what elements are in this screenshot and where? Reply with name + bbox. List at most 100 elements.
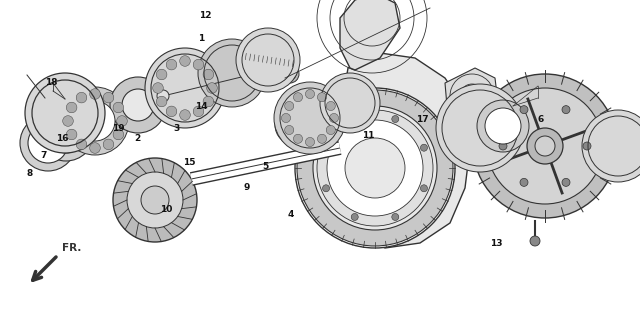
Circle shape — [122, 89, 154, 121]
Circle shape — [156, 96, 167, 107]
Circle shape — [281, 65, 299, 83]
Circle shape — [527, 128, 563, 164]
Circle shape — [326, 101, 335, 111]
Circle shape — [280, 88, 340, 148]
Circle shape — [180, 110, 190, 120]
Circle shape — [297, 90, 453, 246]
Circle shape — [180, 56, 190, 66]
Circle shape — [67, 129, 77, 140]
Circle shape — [198, 39, 266, 107]
Circle shape — [259, 67, 267, 75]
Circle shape — [242, 34, 294, 86]
Circle shape — [313, 106, 437, 230]
Circle shape — [442, 90, 518, 166]
Circle shape — [485, 108, 521, 144]
Circle shape — [37, 123, 49, 135]
Circle shape — [193, 106, 204, 117]
Circle shape — [293, 134, 303, 143]
Circle shape — [274, 82, 346, 154]
Circle shape — [317, 134, 326, 143]
Circle shape — [46, 113, 86, 153]
Circle shape — [330, 114, 339, 122]
Circle shape — [420, 144, 428, 151]
Circle shape — [203, 96, 214, 107]
Circle shape — [90, 143, 100, 153]
Circle shape — [207, 83, 218, 93]
Circle shape — [285, 125, 294, 135]
Circle shape — [76, 139, 87, 150]
Circle shape — [127, 172, 183, 228]
Text: 13: 13 — [490, 239, 502, 248]
Circle shape — [45, 93, 85, 133]
Circle shape — [37, 91, 49, 103]
Circle shape — [141, 186, 169, 214]
Circle shape — [113, 102, 124, 113]
Circle shape — [530, 236, 540, 246]
Circle shape — [75, 101, 115, 141]
Text: 2: 2 — [134, 134, 141, 143]
Circle shape — [103, 139, 114, 150]
Circle shape — [588, 116, 640, 176]
Polygon shape — [332, 53, 470, 248]
Circle shape — [420, 185, 428, 192]
Circle shape — [473, 74, 617, 218]
Circle shape — [392, 115, 399, 122]
Circle shape — [436, 84, 524, 172]
Circle shape — [31, 79, 99, 147]
Circle shape — [153, 83, 163, 93]
Circle shape — [67, 102, 77, 113]
Circle shape — [598, 126, 638, 166]
Circle shape — [305, 137, 315, 147]
Circle shape — [166, 106, 177, 117]
Circle shape — [113, 158, 197, 242]
Circle shape — [454, 102, 506, 154]
Circle shape — [255, 64, 269, 78]
Circle shape — [292, 100, 328, 136]
Circle shape — [61, 87, 129, 155]
Circle shape — [145, 48, 225, 128]
Text: 10: 10 — [160, 205, 173, 214]
Circle shape — [103, 92, 114, 103]
Text: 16: 16 — [56, 134, 69, 143]
Circle shape — [520, 178, 528, 186]
Circle shape — [334, 87, 366, 119]
Circle shape — [477, 100, 529, 152]
Circle shape — [305, 89, 315, 99]
Circle shape — [283, 113, 307, 137]
Circle shape — [51, 133, 63, 145]
Text: 1: 1 — [198, 34, 205, 43]
Text: 3: 3 — [173, 124, 179, 133]
Text: 5: 5 — [262, 162, 269, 171]
Circle shape — [214, 55, 250, 91]
Polygon shape — [340, 0, 400, 70]
Text: 8: 8 — [27, 169, 33, 178]
Circle shape — [63, 116, 74, 126]
Circle shape — [345, 138, 405, 198]
Circle shape — [275, 105, 315, 145]
Circle shape — [204, 45, 260, 101]
Text: 12: 12 — [198, 11, 211, 20]
Circle shape — [351, 115, 358, 122]
Circle shape — [562, 106, 570, 114]
Circle shape — [38, 105, 94, 161]
Circle shape — [151, 54, 219, 122]
Circle shape — [284, 68, 296, 80]
Circle shape — [317, 110, 433, 226]
Circle shape — [67, 81, 79, 93]
Circle shape — [282, 114, 291, 122]
Polygon shape — [445, 68, 498, 130]
Circle shape — [520, 106, 528, 114]
Text: 18: 18 — [45, 78, 58, 87]
Text: 17: 17 — [416, 115, 429, 124]
Circle shape — [327, 120, 423, 216]
Circle shape — [293, 93, 303, 102]
Circle shape — [326, 125, 335, 135]
Text: FR.: FR. — [62, 243, 81, 253]
Circle shape — [317, 93, 326, 102]
Text: 6: 6 — [538, 115, 544, 124]
Text: 19: 19 — [112, 124, 125, 133]
Circle shape — [165, 68, 205, 108]
Circle shape — [499, 142, 507, 150]
Circle shape — [28, 123, 68, 163]
Circle shape — [76, 92, 87, 103]
